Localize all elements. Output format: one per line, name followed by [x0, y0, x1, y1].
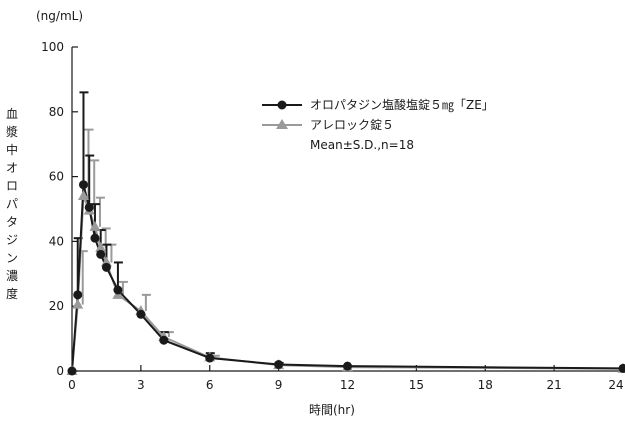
data-point-circle [136, 309, 146, 319]
y-tick-label: 80 [49, 105, 64, 119]
legend-marker-triangle [262, 115, 306, 135]
x-tick-label: 15 [409, 378, 424, 392]
y-tick-label: 40 [49, 234, 64, 248]
data-point-circle [96, 249, 106, 259]
y-tick-label: 60 [49, 170, 64, 184]
data-point-triangle [72, 298, 84, 309]
y-unit-label: (ng/mL) [36, 9, 84, 23]
data-point-circle [274, 360, 284, 370]
legend-label-test: オロパタジン塩酸塩錠５㎎「ZE」 [310, 98, 494, 112]
data-point-triangle [89, 220, 101, 231]
x-tick-label: 3 [137, 378, 145, 392]
series-line-test [71, 184, 624, 372]
series-line-reference [71, 195, 624, 372]
x-tick-label: 6 [206, 378, 214, 392]
y-tick-label: 20 [49, 299, 64, 313]
data-point-circle [84, 202, 94, 212]
y-tick-label: 0 [56, 364, 64, 378]
data-point-circle [343, 361, 352, 371]
x-tick-label: 24 [608, 378, 623, 392]
data-point-triangle [95, 241, 107, 252]
x-tick-label: 12 [340, 378, 355, 392]
data-point-circle [113, 285, 123, 295]
data-point-circle [67, 366, 77, 376]
legend-stat-note: Mean±S.D.,n=18 [310, 138, 414, 152]
legend: オロパタジン塩酸塩錠５㎎「ZE」 アレロック錠５ Mean±S.D.,n=18 [262, 95, 494, 155]
x-tick-label: 0 [68, 378, 76, 392]
data-point-circle [618, 363, 625, 373]
x-tick-label: 9 [275, 378, 283, 392]
legend-marker-circle [262, 95, 306, 115]
markers-layer [66, 180, 625, 376]
error-bars-layer [73, 91, 284, 365]
legend-entry-test: オロパタジン塩酸塩錠５㎎「ZE」 [262, 95, 494, 115]
x-axis-label: 時間(hr) [309, 403, 355, 417]
y-axis-label: 血漿中オロパタジン濃度 [5, 107, 18, 301]
legend-label-reference: アレロック錠５ [310, 118, 395, 132]
series-lines-layer [71, 184, 624, 372]
data-point-circle [159, 335, 169, 345]
data-point-circle [101, 262, 111, 272]
data-point-triangle [77, 190, 89, 201]
data-point-circle [78, 180, 88, 190]
data-point-circle [90, 233, 100, 243]
data-point-circle [73, 290, 83, 300]
tick-labels-layer: 0 20 40 60 80 100 0 3 6 9 12 15 18 21 24 [41, 40, 624, 392]
data-point-circle [205, 353, 215, 363]
y-tick-label: 100 [41, 40, 64, 54]
legend-entry-reference: アレロック錠５ [262, 115, 494, 135]
x-tick-label: 18 [478, 378, 493, 392]
x-tick-label: 21 [546, 378, 561, 392]
